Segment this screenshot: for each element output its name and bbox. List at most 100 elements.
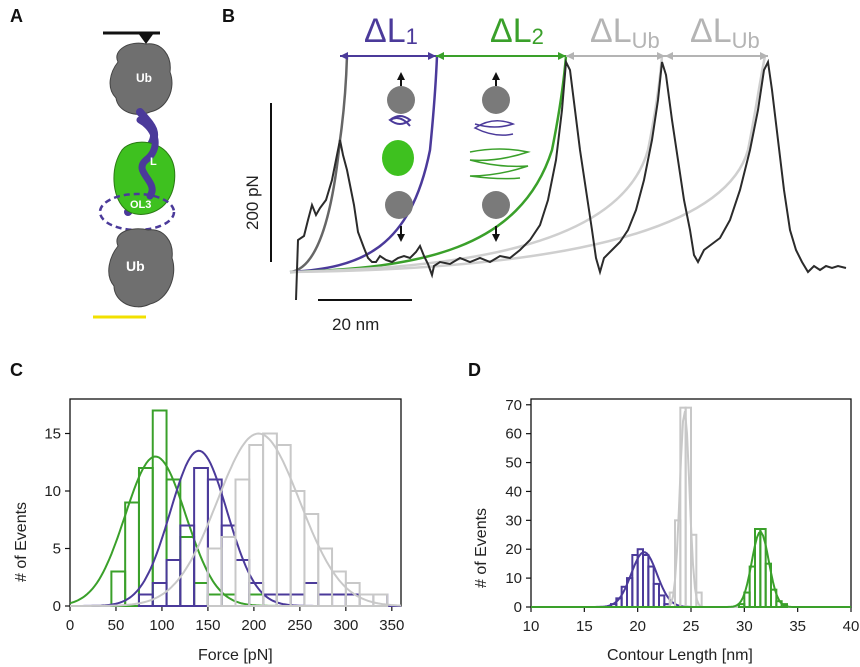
- afm-trace: [295, 58, 847, 301]
- y-tick-label: 40: [505, 483, 522, 500]
- histogram-bin-gray: [275, 444, 292, 607]
- x-tick-label: 20: [629, 618, 646, 635]
- dl-ub1-label: ΔLUb: [590, 12, 660, 53]
- histogram-bin-purple: [317, 593, 334, 607]
- panel-b-letter: B: [222, 6, 235, 26]
- dl1-arrow-left-icon: [340, 52, 348, 60]
- histogram-bin-gray: [262, 432, 278, 607]
- wlc-fit-ub-2: [289, 55, 767, 274]
- chart-c-y-title: # of Events: [13, 502, 30, 582]
- histogram-bin-purple: [289, 593, 306, 607]
- ub-bottom-label: Ub: [126, 258, 145, 274]
- histogram-bin-green: [206, 593, 223, 607]
- dlub2-arrow-left-icon: [665, 52, 673, 60]
- x-tick-label: 300: [333, 617, 358, 634]
- y-tick-label: 0: [514, 599, 522, 616]
- y-tick-label: 30: [505, 512, 522, 529]
- dlub1-arrow-left-icon: [566, 52, 574, 60]
- histogram-bin-purple: [206, 478, 223, 607]
- histogram-bin-gray: [220, 536, 237, 607]
- x-tick-label: 25: [683, 618, 700, 635]
- protein-structure: Ub L OL3 Ub: [93, 31, 176, 319]
- delta-l-brackets: [340, 52, 768, 60]
- ol3-label: OL3: [130, 199, 151, 211]
- pull-up-arrow-icon: [397, 72, 405, 80]
- ub-cartoon-bottom: [385, 191, 413, 219]
- histogram-bin-green: [151, 409, 168, 607]
- ubiquitin-bottom: [108, 228, 175, 308]
- dl-ub2-label: ΔLUb: [690, 12, 760, 53]
- histogram-bin-green: [770, 588, 778, 609]
- histogram-bin-purple: [165, 559, 182, 607]
- dl2-label: ΔL2: [490, 12, 544, 50]
- x-tick-label: 50: [108, 617, 125, 634]
- y-tick-label: 70: [505, 397, 522, 414]
- x-tick-label: 10: [523, 618, 540, 635]
- histogram-bin-purple: [234, 559, 251, 607]
- dl2-arrow-left-icon: [436, 52, 444, 60]
- chart-c-x-title: Force [pN]: [198, 647, 273, 664]
- y-tick-label: 20: [505, 541, 522, 558]
- l-label: L: [150, 156, 157, 168]
- histogram-bin-purple: [151, 582, 168, 607]
- panel-d-letter: D: [468, 360, 481, 380]
- linker-unfolded: [473, 120, 516, 136]
- histogram-bin-gray: [248, 444, 265, 607]
- ub-cartoon-bottom-2: [482, 191, 510, 219]
- cantilever-tip-icon: [138, 33, 154, 44]
- ol3-unfolded: [469, 148, 531, 180]
- y-tick-label: 10: [44, 483, 61, 500]
- linker-cartoon: [388, 115, 412, 127]
- ub-cartoon-top-2: [482, 86, 510, 114]
- pull-down-arrow-icon: [397, 234, 405, 242]
- length-scale-label: 20 nm: [332, 315, 379, 334]
- y-tick-label: 10: [505, 570, 522, 587]
- dl1-label: ΔL1: [364, 12, 418, 50]
- histogram-bin-gray: [372, 593, 389, 607]
- force-scale-label: 200 pN: [243, 175, 262, 230]
- dl2-arrow-right-icon: [558, 52, 566, 60]
- histogram-bin-purple: [303, 582, 320, 607]
- x-tick-label: 30: [736, 618, 753, 635]
- pull-up-arrow-icon-2: [492, 72, 500, 80]
- x-tick-label: 0: [66, 617, 74, 634]
- x-tick-label: 150: [195, 617, 220, 634]
- chart-d-y-title: # of Events: [473, 508, 490, 588]
- x-tick-label: 100: [149, 617, 174, 634]
- chart-d-x-title: Contour Length [nm]: [607, 647, 753, 664]
- ub-top-label: Ub: [136, 71, 152, 85]
- gaussian-fit-gray: [70, 432, 401, 607]
- y-tick-label: 0: [53, 598, 61, 615]
- inset-unfolded-state: [469, 72, 531, 242]
- ubiquitin-top: [109, 42, 173, 115]
- x-tick-label: 35: [789, 618, 806, 635]
- force-extension-trace: [289, 55, 847, 301]
- y-tick-label: 5: [53, 541, 61, 558]
- wlc-fit-dl2: [289, 55, 568, 274]
- histogram-bin-green: [179, 536, 196, 607]
- x-tick-label: 15: [576, 618, 593, 635]
- gaussian-fit-green: [531, 530, 851, 608]
- histogram-bin-purple: [193, 467, 209, 607]
- dlub2-arrow-right-icon: [760, 52, 768, 60]
- histogram-bin-purple: [331, 593, 347, 607]
- y-tick-label: 15: [44, 426, 61, 443]
- wlc-fit-ub-1: [289, 55, 664, 274]
- ol3-cartoon: [382, 140, 414, 176]
- histogram-bin-gray: [331, 570, 347, 607]
- x-tick-label: 200: [241, 617, 266, 634]
- x-tick-label: 250: [287, 617, 312, 634]
- panel-c-letter: C: [10, 360, 23, 380]
- x-tick-label: 40: [843, 618, 860, 635]
- ub-cartoon-top: [387, 86, 415, 114]
- dl1-arrow-right-icon: [428, 52, 436, 60]
- pull-down-arrow-icon-2: [492, 234, 500, 242]
- y-tick-label: 50: [505, 455, 522, 472]
- panel-a-letter: A: [10, 6, 23, 26]
- linker-overlay: [136, 116, 159, 200]
- y-tick-label: 60: [505, 426, 522, 443]
- x-tick-label: 350: [379, 617, 404, 634]
- dlub1-arrow-right-icon: [657, 52, 665, 60]
